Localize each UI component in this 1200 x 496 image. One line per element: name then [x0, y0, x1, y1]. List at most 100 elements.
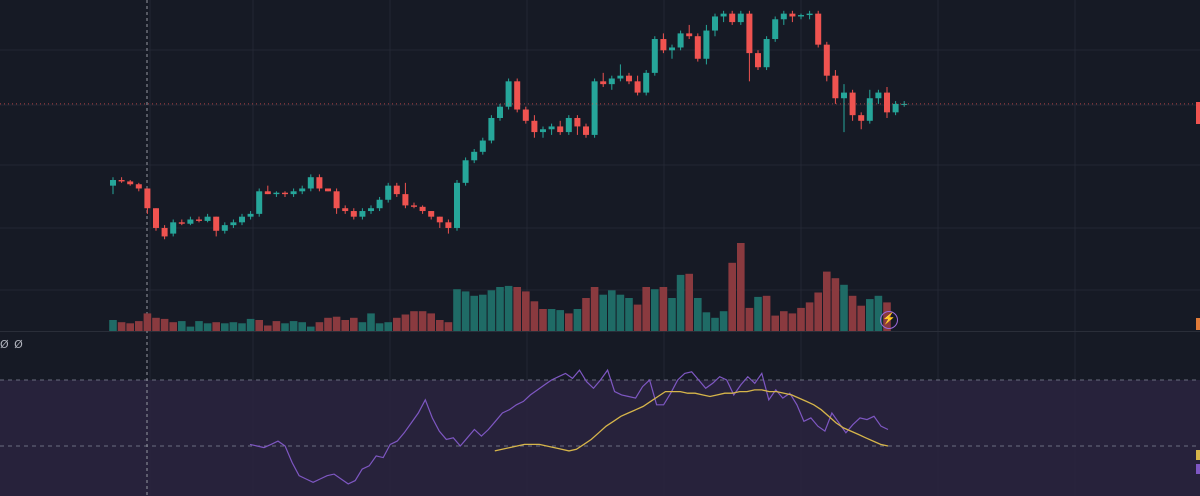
candle-body — [858, 115, 865, 121]
candle-body — [153, 208, 159, 228]
volume-bar — [608, 290, 616, 331]
rsi-line — [249, 368, 889, 485]
candle-body — [755, 53, 761, 68]
candle-body — [402, 194, 409, 206]
volume-bar — [762, 295, 771, 331]
volume-bar — [436, 320, 444, 331]
rsi-ma-line — [494, 389, 889, 452]
candle-body — [385, 185, 392, 200]
volume-bar — [874, 295, 883, 331]
candle-body — [230, 222, 237, 226]
candle-body — [299, 188, 306, 192]
candle-body — [445, 222, 452, 228]
volume-bar — [272, 321, 281, 331]
volume-bar — [496, 287, 504, 331]
volume-bar — [530, 301, 539, 331]
volume-bar — [676, 274, 685, 331]
candle-body — [823, 44, 830, 76]
volume-bar — [178, 321, 186, 331]
candle-body — [350, 211, 357, 217]
candle-body — [187, 219, 194, 224]
candle-body — [204, 216, 211, 221]
candle-body — [729, 13, 736, 23]
candle-body — [221, 225, 228, 231]
volume-bar — [694, 298, 702, 331]
rsi-band — [0, 380, 1200, 496]
candle-body — [557, 126, 564, 133]
indicator-label: Ø Ø — [0, 338, 24, 351]
volume-bar — [195, 321, 203, 331]
price-axis-marker — [1196, 102, 1200, 124]
candle-body — [720, 13, 727, 17]
candle-body — [669, 47, 675, 51]
volume-bar — [625, 298, 633, 331]
volume-bar — [711, 317, 719, 331]
candle-body — [703, 30, 710, 59]
volume-bar — [633, 304, 642, 331]
volume-bar — [358, 322, 367, 331]
volume-bar — [556, 310, 564, 331]
volume-bar — [616, 294, 625, 331]
candle-body — [454, 182, 460, 228]
volume-bar — [169, 322, 177, 331]
candle-body — [531, 120, 538, 133]
candle-body — [686, 33, 693, 37]
volume-bar — [324, 317, 332, 331]
candle-body — [660, 39, 667, 51]
candle-body — [548, 126, 555, 130]
volume-bar — [203, 323, 212, 331]
volume-bar — [289, 321, 298, 331]
candle-body — [875, 92, 882, 99]
candle-body — [522, 109, 529, 121]
candle-body — [884, 92, 890, 113]
volume-bar — [754, 296, 762, 331]
candle-body — [135, 184, 142, 189]
lightning-icon[interactable]: ⚡ — [880, 311, 898, 329]
candle-body — [127, 181, 134, 185]
candle-body — [264, 191, 271, 195]
volume-bar — [668, 298, 676, 331]
candle-body — [763, 39, 770, 68]
volume-bar — [840, 284, 848, 331]
volume-bar — [659, 287, 668, 331]
volume-bar — [384, 322, 392, 331]
rsi-axis-marker — [1196, 464, 1200, 474]
candle-body — [583, 126, 589, 135]
candle-body — [608, 78, 615, 85]
volume-bar — [470, 295, 478, 331]
volume-bar — [857, 305, 865, 331]
candle-body — [213, 216, 220, 231]
candle-body — [428, 211, 435, 217]
candle-body — [462, 160, 469, 183]
volume-bar — [212, 322, 220, 331]
candle-body — [841, 92, 847, 99]
candle-body — [196, 219, 202, 221]
candle-body — [239, 216, 245, 223]
candle-body — [694, 36, 701, 59]
candle-body — [110, 180, 116, 186]
candle-body — [144, 188, 151, 209]
candle-body — [307, 177, 314, 189]
volume-bar — [599, 294, 607, 331]
candle-body — [419, 206, 426, 212]
volume-bar — [418, 311, 427, 331]
candle-body — [540, 129, 546, 133]
candle-body — [514, 81, 521, 110]
candle-body — [436, 216, 443, 223]
candle-body — [772, 19, 779, 40]
candle-body — [591, 81, 598, 135]
volume-bar — [745, 307, 754, 331]
candle-body — [643, 72, 650, 93]
candle-body — [376, 199, 383, 209]
volume-bar — [315, 322, 324, 331]
volume-bar — [246, 318, 255, 331]
volume-bar — [590, 287, 599, 331]
candle-body — [316, 177, 323, 189]
volume-bar — [702, 312, 711, 331]
volume-bar — [401, 314, 410, 331]
volume-bar — [152, 317, 160, 331]
candle-body — [505, 81, 512, 107]
candle-body — [634, 81, 641, 93]
